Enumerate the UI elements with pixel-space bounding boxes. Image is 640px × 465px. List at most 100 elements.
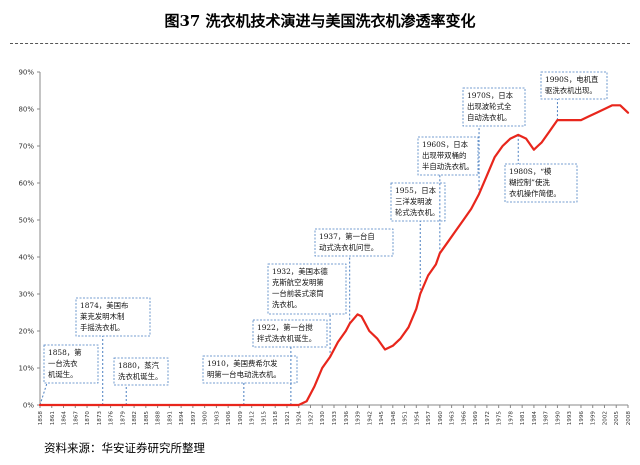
source-note: 资料来源：华安证券研究所整理 <box>44 441 205 455</box>
x-tick-label: 1861 <box>50 411 56 426</box>
x-tick-label: 1984 <box>532 411 538 426</box>
y-tick-label: 80% <box>18 106 34 114</box>
annotation-text: 糊控制”使洗 <box>509 178 550 187</box>
x-tick-label: 1912 <box>250 411 256 425</box>
annotation-text: 动式洗衣机问世。 <box>319 243 378 252</box>
penetration-line <box>38 104 630 407</box>
y-tick-label: 30% <box>18 291 34 299</box>
annotation-text: 1858，第 <box>48 348 82 357</box>
x-tick-label: 1999 <box>591 411 597 426</box>
annotation-text: 1990S，电机直 <box>545 75 599 84</box>
x-tick-label: 1945 <box>379 411 385 426</box>
annotation-text: 洗衣机。 <box>272 300 302 309</box>
x-tick-label: 1951 <box>403 411 409 426</box>
x-tick-label: 1981 <box>520 411 526 426</box>
y-tick-label: 50% <box>18 217 34 225</box>
annotation-box <box>417 136 479 176</box>
x-tick-label: 1888 <box>156 411 162 426</box>
y-tick-label: 90% <box>18 69 34 77</box>
annotation-text: 驱洗衣机出现。 <box>545 86 597 95</box>
x-tick-label: 1948 <box>391 411 397 426</box>
annotation-text: 莱克发明木制 <box>80 312 124 321</box>
annotation-text: 克斯航空发明第 <box>272 278 324 287</box>
annotation-text: 出现带双桶的 <box>422 151 466 160</box>
x-tick-label: 1876 <box>109 411 115 426</box>
x-tick-label: 1903 <box>214 411 220 426</box>
x-tick-label: 1900 <box>203 411 209 426</box>
x-tick-label: 1990 <box>555 411 561 426</box>
x-tick-label: 1897 <box>191 411 197 426</box>
x-tick-label: 1915 <box>261 411 267 426</box>
title-divider <box>10 43 630 44</box>
annotation-box <box>504 163 578 203</box>
annotation-text: 1960S，日本 <box>422 140 469 149</box>
x-tick-label: 1954 <box>414 411 420 426</box>
x-tick-label: 2002 <box>602 411 608 425</box>
x-tick-label: 1894 <box>179 411 185 426</box>
annotation-text: 机诞生。 <box>48 370 78 379</box>
x-tick-label: 1906 <box>226 411 232 426</box>
annotation-text: 一台洗衣 <box>48 359 78 368</box>
annotation-box <box>462 87 526 127</box>
x-tick-label: 1966 <box>461 411 467 426</box>
annotation-text: 衣机操作简便。 <box>509 189 561 198</box>
x-tick-label: 1891 <box>167 411 173 426</box>
figure-title: 图37 洗衣机技术演进与美国洗衣机渗透率变化 <box>164 12 476 30</box>
annotation-box <box>113 357 169 386</box>
annotation-text: 洗衣机诞生。 <box>118 372 162 381</box>
annotation-leader <box>39 382 48 406</box>
y-tick-label: 20% <box>18 328 34 336</box>
x-tick-label: 2008 <box>626 411 632 426</box>
x-tick-label: 1879 <box>120 411 126 426</box>
x-tick-label: 1927 <box>308 411 314 426</box>
annotation-text: 一台前装式滚筒 <box>272 289 324 298</box>
annotation-box <box>75 297 151 337</box>
annotation-text: 1932，美国本德 <box>272 267 328 276</box>
annotation-box <box>314 228 394 257</box>
x-tick-label: 1969 <box>473 411 479 426</box>
x-tick-label: 1858 <box>38 411 44 426</box>
x-tick-label: 1885 <box>144 411 150 426</box>
annotation-box <box>540 71 608 100</box>
annotation-box <box>390 182 446 222</box>
x-tick-label: 1978 <box>508 411 514 426</box>
annotation-text: 自动洗衣机。 <box>467 113 511 122</box>
x-tick-label: 1870 <box>85 411 91 426</box>
y-tick-label: 10% <box>18 365 34 373</box>
annotation-box <box>252 319 328 348</box>
annotation-text: 1874，美国布 <box>80 301 128 310</box>
x-tick-label: 1987 <box>544 411 550 426</box>
x-tick-label: 2005 <box>614 411 620 426</box>
annotation-text: 1937，第一台自 <box>319 232 375 241</box>
annotation-text: 拌式洗衣机诞生。 <box>257 334 316 343</box>
x-tick-label: 1930 <box>320 411 326 426</box>
annotation-box <box>202 355 298 384</box>
x-tick-label: 1936 <box>344 411 350 426</box>
annotation-text: 三洋发明波 <box>395 197 433 206</box>
x-tick-label: 1882 <box>132 411 138 425</box>
annotation-box <box>267 263 347 315</box>
annotation-text: 1880，蒸汽 <box>118 361 160 370</box>
x-tick-label: 1957 <box>426 411 432 426</box>
annotation-text: 半自动洗衣机。 <box>422 162 474 171</box>
y-tick-label: 40% <box>18 254 34 262</box>
x-tick-label: 1972 <box>485 411 491 425</box>
x-tick-label: 1993 <box>567 411 573 426</box>
x-tick-label: 1960 <box>438 411 444 426</box>
annotation-text: 1955，日本 <box>395 186 437 195</box>
annotation-text: 1910，美国费希尔发 <box>207 359 278 368</box>
x-tick-label: 1939 <box>356 411 362 426</box>
x-tick-label: 1933 <box>332 411 338 426</box>
y-tick-label: 60% <box>18 180 34 188</box>
x-tick-label: 1963 <box>450 411 456 426</box>
x-tick-label: 1867 <box>73 411 79 426</box>
x-tick-label: 1918 <box>273 411 279 426</box>
annotation-text: 1980S，“模 <box>509 167 552 176</box>
chart-series <box>38 104 630 407</box>
x-tick-label: 1864 <box>62 411 68 426</box>
annotation-text: 轮式洗衣机。 <box>395 208 439 217</box>
y-tick-label: 70% <box>18 143 34 151</box>
annotation-box <box>43 344 99 384</box>
annotation-text: 1922，第一台搅 <box>257 323 313 332</box>
